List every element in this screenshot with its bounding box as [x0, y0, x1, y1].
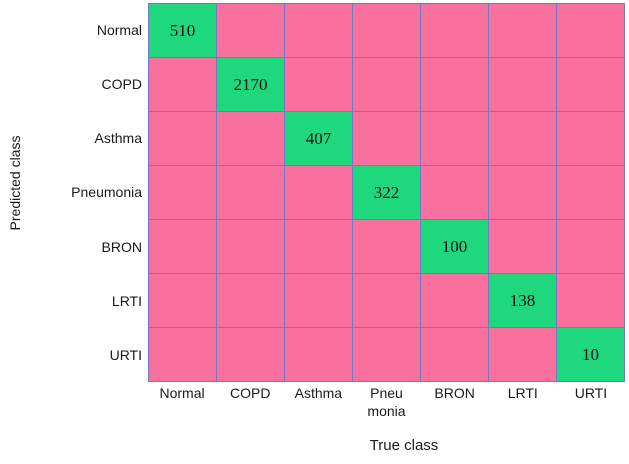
matrix-cell	[285, 220, 352, 273]
matrix-cell	[217, 274, 284, 327]
matrix-cell	[557, 220, 624, 273]
matrix-cell	[489, 112, 556, 165]
matrix-cell	[217, 112, 284, 165]
matrix-cell	[353, 4, 420, 57]
matrix-cell	[421, 4, 488, 57]
matrix-cell	[421, 328, 488, 381]
x-tick-label: Normal	[159, 385, 205, 401]
confusion-matrix-grid: 510 2170 407 322 100 138 10	[148, 3, 625, 382]
matrix-cell	[489, 4, 556, 57]
matrix-cell	[557, 274, 624, 327]
matrix-cell	[149, 328, 216, 381]
matrix-cell	[285, 328, 352, 381]
matrix-cell	[217, 328, 284, 381]
matrix-cell	[285, 274, 352, 327]
y-tick-label: LRTI	[111, 292, 142, 309]
matrix-cell	[285, 166, 352, 219]
matrix-cell	[285, 58, 352, 111]
matrix-cell	[217, 220, 284, 273]
y-tick-label: Asthma	[94, 130, 142, 147]
matrix-cell	[489, 220, 556, 273]
y-tick-label: BRON	[101, 238, 142, 255]
x-tick-label: BRON	[434, 385, 475, 401]
matrix-cell	[149, 58, 216, 111]
matrix-cell	[217, 4, 284, 57]
matrix-cell	[557, 112, 624, 165]
x-tick-label: Pneu monia	[367, 385, 406, 419]
matrix-cell	[285, 4, 352, 57]
matrix-cell	[353, 112, 420, 165]
matrix-cell	[353, 274, 420, 327]
matrix-cell	[557, 4, 624, 57]
matrix-cell	[149, 220, 216, 273]
matrix-cell	[557, 166, 624, 219]
x-tick-label: Asthma	[294, 385, 343, 401]
matrix-cell	[149, 166, 216, 219]
matrix-cell	[421, 58, 488, 111]
matrix-cell	[217, 166, 284, 219]
y-tick-label: COPD	[101, 76, 142, 93]
matrix-cell	[149, 112, 216, 165]
matrix-cell	[421, 274, 488, 327]
matrix-cell: 322	[353, 166, 420, 219]
matrix-cell	[489, 166, 556, 219]
y-tick-label: Normal	[96, 22, 142, 39]
matrix-cell: 2170	[217, 58, 284, 111]
matrix-cell	[421, 166, 488, 219]
x-tick-label: LRTI	[507, 385, 538, 401]
matrix-cell	[421, 112, 488, 165]
y-tick-label: URTI	[109, 346, 142, 363]
matrix-cell	[489, 58, 556, 111]
x-axis-title: True class	[369, 437, 439, 454]
matrix-cell	[353, 58, 420, 111]
x-tick-label: URTI	[574, 385, 608, 401]
matrix-cell: 510	[149, 4, 216, 57]
y-tick-label: Pneumonia	[71, 184, 142, 201]
matrix-cell	[489, 328, 556, 381]
matrix-cell: 407	[285, 112, 352, 165]
matrix-cell	[353, 328, 420, 381]
matrix-cell: 100	[421, 220, 488, 273]
x-tick-label: COPD	[229, 385, 271, 401]
matrix-cell	[353, 220, 420, 273]
matrix-cell	[557, 58, 624, 111]
matrix-cell: 10	[557, 328, 624, 381]
matrix-cell	[149, 274, 216, 327]
matrix-cell: 138	[489, 274, 556, 327]
